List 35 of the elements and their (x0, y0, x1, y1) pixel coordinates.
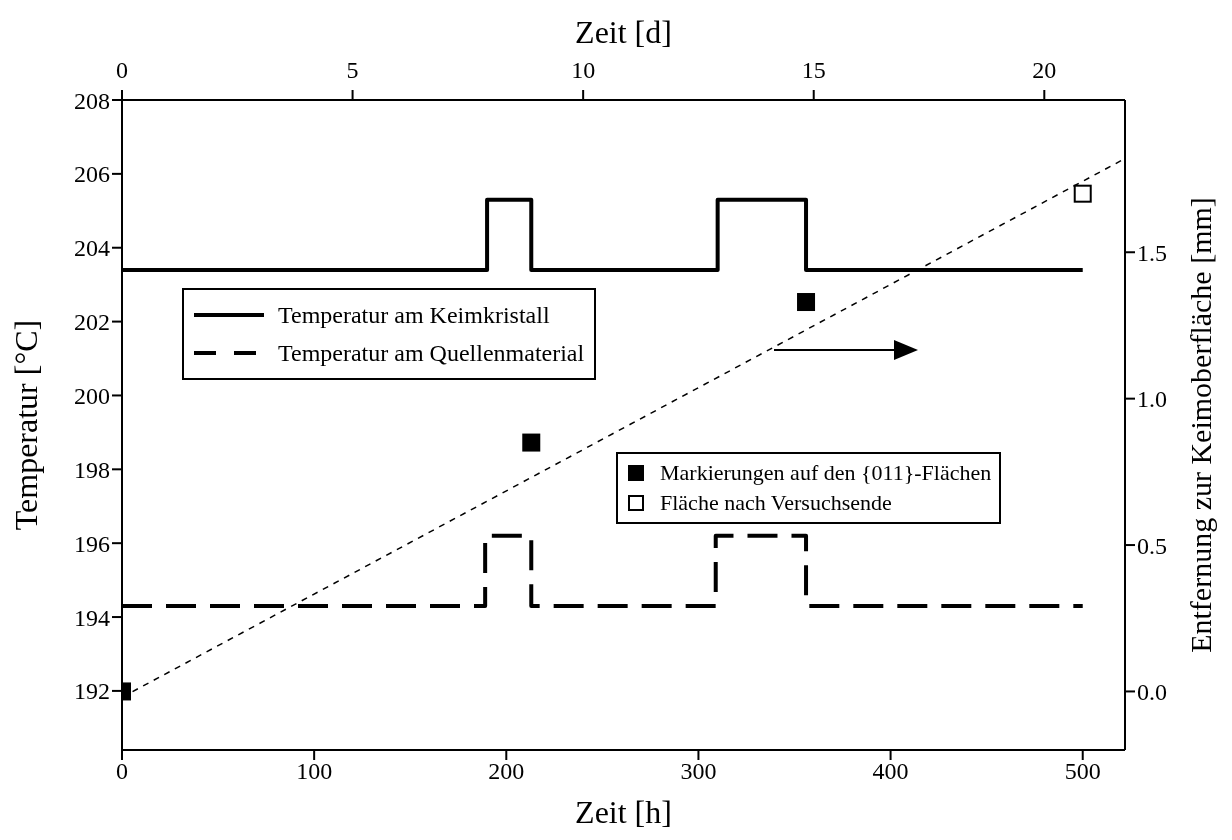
x2-tick-label: 15 (801, 57, 826, 83)
x2-tick-label: 0 (116, 57, 128, 83)
y-tick-label: 208 (74, 87, 110, 114)
y-tick-label: 206 (74, 161, 110, 188)
y-tick-label: 204 (74, 235, 110, 262)
y-tick-label: 196 (74, 530, 110, 557)
legend-label: Temperatur am Quellenmaterial (278, 339, 585, 367)
x2-axis-title: Zeit [d] (575, 14, 672, 51)
x-axis-title: Zeit [h] (575, 794, 672, 831)
legend-label: Temperatur am Keimkristall (278, 301, 550, 329)
y-tick-label: 198 (74, 456, 110, 483)
y-tick-label: 200 (74, 382, 110, 409)
y-tick-label: 202 (74, 309, 110, 336)
y2-axis-title: Entfernung zur Keimoberfläche [mm] (1183, 197, 1217, 653)
point (797, 293, 816, 312)
y2-tick-label: 1.0 (1137, 386, 1167, 413)
legend-label: Fläche nach Versuchsende (660, 490, 892, 516)
y2-tick-label: 0.5 (1137, 532, 1167, 559)
x2-tick-label: 5 (346, 57, 359, 83)
y-axis-title: Temperatur [°C] (8, 319, 45, 531)
x-tick-label: 400 (872, 758, 909, 785)
y2-tick-label: 0.0 (1137, 678, 1167, 705)
y-tick-label: 194 (74, 604, 110, 631)
point (1073, 184, 1092, 203)
x-tick-label: 200 (488, 758, 525, 785)
x2-tick-label: 20 (1032, 57, 1057, 83)
x-tick-label: 300 (680, 758, 717, 785)
x2-tick-label: 10 (571, 57, 596, 83)
x-tick-label: 0 (116, 758, 128, 785)
legend-label: Markierungen auf den {011}-Flächen (660, 460, 992, 486)
y-tick-label: 192 (74, 678, 110, 705)
x-tick-label: 100 (296, 758, 333, 785)
y2-tick-label: 1.5 (1137, 239, 1167, 266)
point (522, 433, 541, 452)
x-tick-label: 500 (1064, 758, 1101, 785)
